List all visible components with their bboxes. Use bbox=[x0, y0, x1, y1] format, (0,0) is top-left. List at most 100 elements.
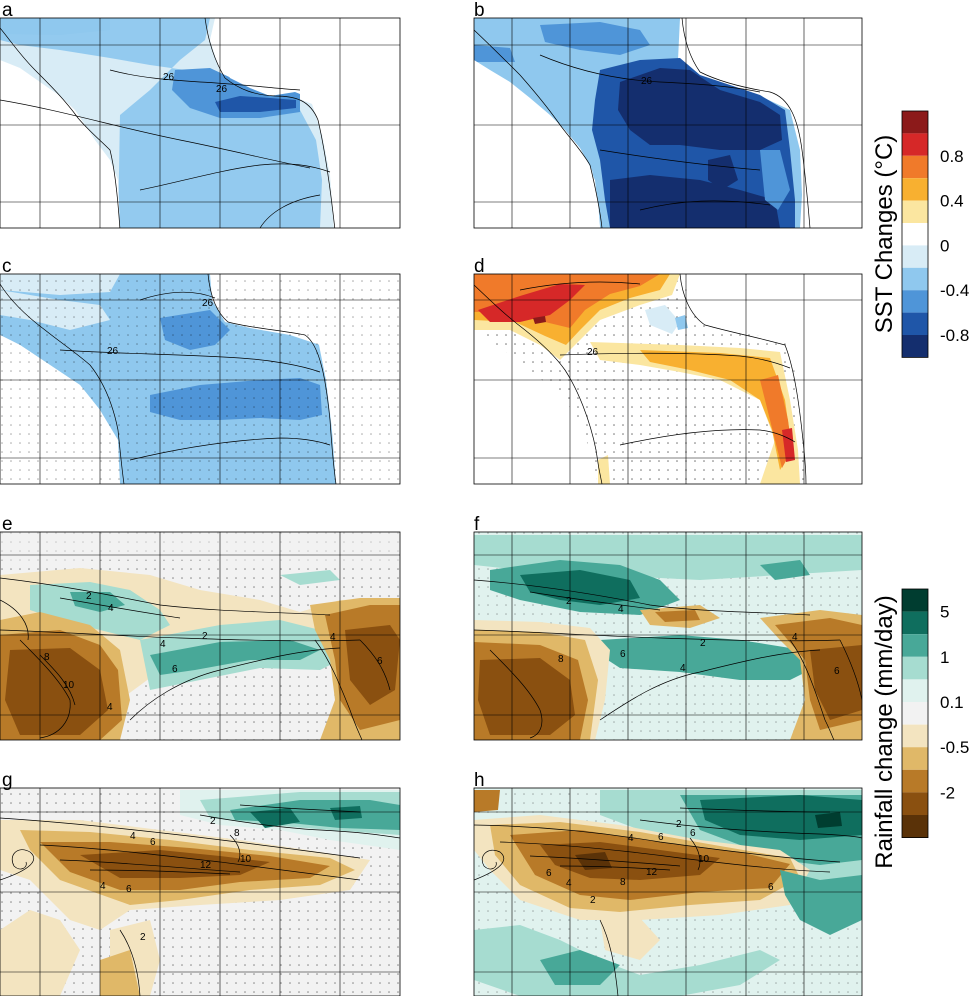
panel-c-frame bbox=[0, 273, 401, 485]
contour-label: 4 bbox=[792, 632, 798, 643]
contour-label: 26 bbox=[216, 84, 228, 95]
contour-label: 4 bbox=[160, 639, 166, 650]
contour-label: 6 bbox=[658, 832, 664, 843]
contour-label: 10 bbox=[240, 854, 252, 865]
contour-label: 4 bbox=[107, 702, 113, 713]
panel-g: 2 6 4 10 12 6 4 2 8 bbox=[0, 788, 400, 996]
panel-b: 26 bbox=[474, 18, 862, 228]
contour-label: 10 bbox=[698, 854, 710, 865]
contour-label: 6 bbox=[172, 664, 178, 675]
colorbar-frame bbox=[901, 110, 929, 358]
colorbar-swatch bbox=[902, 267, 928, 291]
panel-h-frame bbox=[473, 787, 863, 996]
contour-label: 4 bbox=[100, 881, 106, 892]
colorbar-frame bbox=[901, 588, 929, 839]
contour-label: 8 bbox=[558, 654, 564, 665]
colorbar-tick-label: -0.8 bbox=[940, 326, 969, 345]
sst-colorbar-title: SST Changes (°C) bbox=[871, 135, 898, 334]
colorbar-swatch bbox=[902, 111, 928, 134]
panel-e-frame bbox=[0, 531, 401, 741]
colorbar-swatch bbox=[902, 702, 928, 725]
colorbar-swatch bbox=[902, 200, 928, 223]
contour-label: 8 bbox=[44, 652, 50, 663]
panel-e: 2 4 2 4 8 6 4 6 10 4 bbox=[0, 532, 400, 740]
contour-label: 6 bbox=[377, 656, 383, 667]
colorbar-swatch bbox=[902, 245, 928, 268]
contour-label: 2 bbox=[140, 932, 146, 943]
panel-label-g: g bbox=[2, 770, 13, 791]
colorbar-swatch bbox=[902, 178, 928, 201]
colorbar-tick-label: 0.1 bbox=[940, 693, 964, 712]
panel-a: 26 26 bbox=[0, 18, 400, 228]
contour-label: 26 bbox=[107, 346, 119, 357]
rainfall-colorbar: 5 1 0.1 -0.5 -2 bbox=[901, 588, 969, 839]
contour-label: 6 bbox=[834, 666, 840, 677]
contour-label: 4 bbox=[566, 878, 572, 889]
panel-label-c: c bbox=[2, 256, 12, 277]
contour-label: 4 bbox=[680, 663, 686, 674]
colorbar-swatch bbox=[902, 769, 928, 793]
panel-label-b: b bbox=[474, 0, 485, 21]
contour-label: 2 bbox=[700, 638, 706, 649]
contour-label: 6 bbox=[150, 837, 156, 848]
contour-label: 4 bbox=[628, 833, 634, 844]
contour-label: 4 bbox=[130, 831, 136, 842]
colorbar-tick-label: -0.4 bbox=[940, 281, 969, 300]
panel-a-frame bbox=[0, 17, 401, 229]
contour-label: 12 bbox=[646, 867, 658, 878]
contour-label: 2 bbox=[590, 895, 596, 906]
contour-label: 6 bbox=[620, 649, 626, 660]
colorbar-tick-label: 5 bbox=[940, 603, 949, 622]
contour-label: 2 bbox=[566, 596, 572, 607]
contour-label: 4 bbox=[618, 604, 624, 615]
colorbar-swatch bbox=[902, 589, 928, 612]
colorbar-tick-label: 1 bbox=[940, 648, 949, 667]
panel-d: 26 bbox=[474, 274, 862, 484]
colorbar-swatch bbox=[902, 312, 928, 335]
contour-label: 8 bbox=[620, 877, 626, 888]
colorbar-tick-label: 0 bbox=[940, 236, 949, 255]
colorbar-swatch bbox=[902, 133, 928, 156]
colorbar-swatch bbox=[902, 792, 928, 815]
contour-label: 26 bbox=[641, 76, 653, 87]
contour-label: 10 bbox=[63, 680, 75, 691]
contour-label: 4 bbox=[108, 603, 114, 614]
colorbar-tick-label: -2 bbox=[940, 783, 955, 802]
panel-label-f: f bbox=[474, 514, 480, 535]
contour-label: 2 bbox=[676, 819, 682, 830]
contour-label: 6 bbox=[768, 882, 774, 893]
contour-label: 26 bbox=[587, 347, 599, 358]
colorbar-tick-label: -0.5 bbox=[940, 738, 969, 757]
panel-label-a: a bbox=[2, 0, 13, 21]
panel-label-d: d bbox=[474, 256, 485, 277]
contour-label: 12 bbox=[200, 860, 212, 871]
contour-label: 2 bbox=[202, 631, 208, 642]
contour-label: 8 bbox=[234, 828, 240, 839]
colorbar-tick-label: 0.8 bbox=[940, 147, 964, 166]
panel-label-e: e bbox=[2, 514, 13, 535]
colorbar-tick-label: 0.4 bbox=[940, 192, 964, 211]
panel-f-frame bbox=[473, 531, 863, 741]
colorbar-swatch bbox=[902, 679, 928, 702]
panel-label-h: h bbox=[474, 770, 485, 791]
contour-label: 6 bbox=[126, 884, 132, 895]
colorbar-swatch bbox=[902, 656, 928, 680]
contour-label: 4 bbox=[330, 632, 336, 643]
colorbar-swatch bbox=[902, 724, 928, 748]
contour-label: 2 bbox=[210, 816, 216, 827]
colorbar-swatch bbox=[902, 155, 928, 179]
panel-f: 2 4 2 6 4 8 6 4 bbox=[474, 532, 862, 740]
sst-colorbar: 0.8 0.4 0 -0.4 -0.8 bbox=[901, 110, 969, 358]
colorbar-swatch bbox=[902, 747, 928, 770]
panel-h: 2 6 4 10 12 8 6 6 4 6 2 bbox=[474, 788, 862, 996]
colorbar-swatch bbox=[902, 290, 928, 313]
panel-c: 26 26 bbox=[0, 274, 400, 484]
contour-label: 26 bbox=[163, 72, 175, 83]
colorbar-swatch bbox=[902, 815, 928, 838]
contour-label: 26 bbox=[202, 298, 214, 309]
contour-label: 6 bbox=[546, 868, 552, 879]
colorbar-swatch bbox=[902, 335, 928, 358]
contour-label: 6 bbox=[690, 828, 696, 839]
colorbar-swatch bbox=[902, 223, 928, 246]
